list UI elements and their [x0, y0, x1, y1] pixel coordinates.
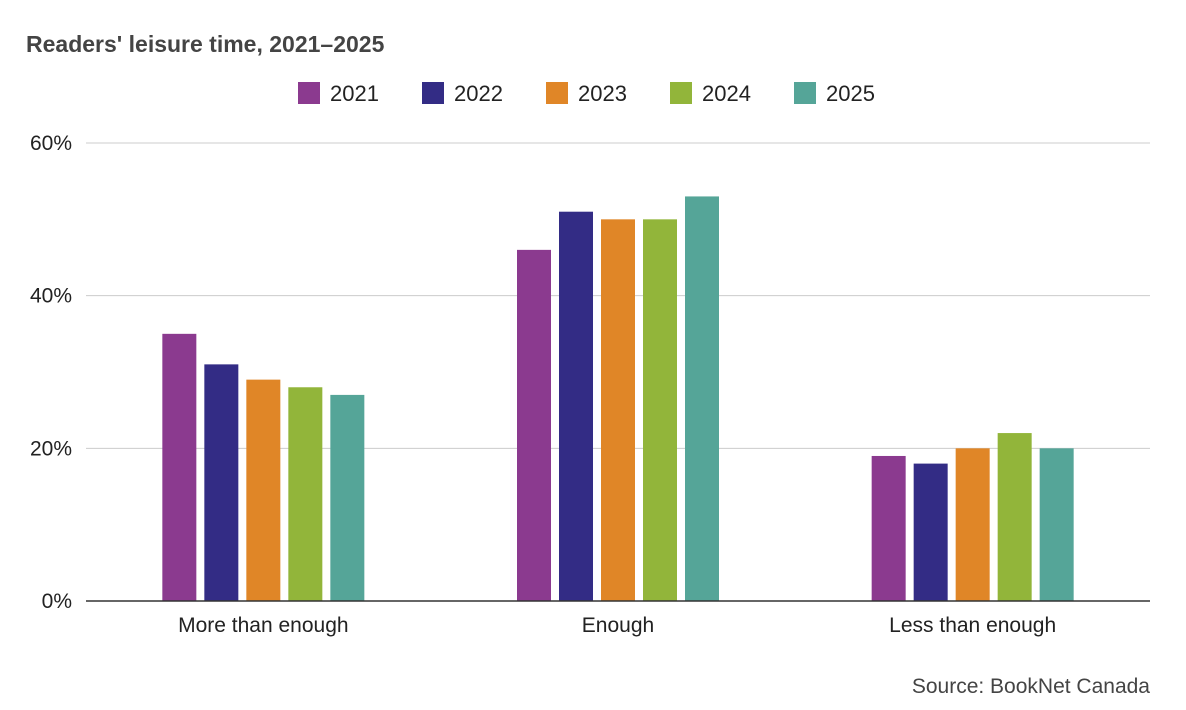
legend-swatch [794, 82, 816, 104]
bar-2022-2 [913, 463, 948, 601]
y-tick-label: 20% [30, 437, 72, 460]
x-category-label: Enough [582, 614, 654, 637]
bar-2023-0 [246, 379, 281, 601]
y-tick-label: 0% [42, 590, 72, 613]
bar-2023-2 [955, 448, 990, 601]
x-axis-labels: More than enough Enough Less than enough [178, 614, 1056, 637]
y-axis-ticks: 0% 20% 40% 60% [30, 132, 72, 613]
source-note: Source: BookNet Canada [912, 675, 1150, 698]
bar-2021-1 [517, 249, 551, 601]
legend-label: 2022 [454, 81, 503, 106]
bar-2023-1 [601, 219, 635, 602]
legend-swatch [546, 82, 568, 104]
bar-2024-2 [997, 433, 1032, 601]
legend-label: 2021 [330, 81, 379, 106]
bar-2025-2 [1039, 448, 1074, 601]
legend-label: 2024 [702, 81, 751, 106]
y-tick-label: 60% [30, 132, 72, 155]
legend-swatch [670, 82, 692, 104]
legend-swatch [422, 82, 444, 104]
bar-2021-2 [871, 455, 906, 601]
x-category-label: More than enough [178, 614, 348, 637]
bars [162, 196, 1074, 602]
chart-title: Readers' leisure time, 2021–2025 [26, 31, 385, 57]
bar-2022-1 [559, 211, 593, 601]
legend-swatch [298, 82, 320, 104]
y-tick-label: 40% [30, 285, 72, 308]
legend-label: 2023 [578, 81, 627, 106]
bar-2021-0 [162, 333, 197, 601]
bar-2025-1 [685, 196, 719, 601]
legend-label: 2025 [826, 81, 875, 106]
legend: 2021 2022 2023 2024 2025 [298, 81, 875, 106]
bar-2024-1 [643, 219, 677, 602]
x-category-label: Less than enough [889, 614, 1056, 637]
bar-2022-0 [204, 364, 239, 601]
bar-2025-0 [330, 394, 365, 601]
bar-2024-0 [288, 387, 323, 601]
